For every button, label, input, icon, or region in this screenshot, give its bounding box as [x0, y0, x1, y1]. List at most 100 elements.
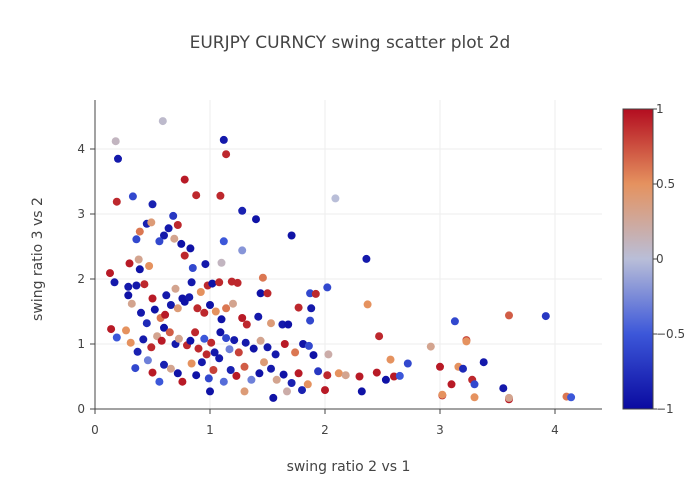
scatter-point [247, 375, 256, 384]
scatter-point [192, 191, 201, 200]
scatter-point [287, 231, 296, 240]
scatter-point [106, 269, 114, 278]
scatter-point [169, 211, 178, 220]
scatter-point [271, 350, 280, 359]
y-tick-label: 0 [77, 402, 85, 416]
scatter-point [187, 359, 196, 368]
scatter-point [188, 264, 197, 272]
scatter-point [197, 358, 206, 367]
scatter-point [186, 336, 195, 345]
y-tick-label: 4 [77, 142, 85, 156]
scatter-point [238, 206, 247, 215]
scatter-point [263, 289, 272, 298]
colorbar: 1 0.5 0 −0.5 −1 [622, 102, 685, 416]
scatter-point [479, 358, 488, 367]
scatter-point [304, 341, 313, 350]
scatter-point [107, 325, 116, 334]
scatter-point [279, 370, 288, 379]
scatter-point [334, 369, 343, 378]
scatter-point [260, 358, 268, 367]
scatter-point [132, 235, 141, 244]
scatter-point [249, 344, 258, 353]
scatter-point [208, 279, 217, 288]
scatter-point [160, 360, 168, 369]
scatter-point [278, 320, 287, 329]
scatter-point [147, 218, 156, 227]
scatter-point [200, 334, 209, 343]
colorbar-tick-label: 1 [656, 102, 664, 116]
scatter-point [180, 251, 189, 260]
scatter-point [157, 336, 166, 345]
scatter-point [206, 387, 214, 396]
scatter-point [127, 299, 136, 308]
scatter-point [436, 362, 444, 371]
scatter-point [291, 348, 300, 357]
scatter-point [215, 354, 224, 363]
scatter-point [209, 366, 218, 374]
scatter-point [280, 340, 289, 348]
scatter-point [217, 315, 226, 324]
scatter-point [170, 234, 179, 243]
scatter-point [139, 335, 148, 344]
scatter-point [254, 312, 263, 321]
scatter-point [234, 348, 243, 357]
scatter-point [211, 307, 220, 316]
x-tick-label: 4 [551, 423, 559, 437]
scatter-point [321, 386, 329, 395]
scatter-point [150, 305, 159, 314]
scatter-point [160, 231, 168, 240]
scatter-point [193, 304, 202, 313]
scatter-point [303, 380, 312, 389]
scatter-point [355, 372, 364, 381]
scatter-point [225, 345, 234, 354]
scatter-point [128, 192, 137, 201]
scatter-point [196, 288, 205, 296]
scatter-point [505, 393, 513, 402]
scatter-point [314, 367, 323, 376]
scatter-point [178, 377, 187, 386]
scatter-point [226, 366, 235, 374]
scatter-point [173, 369, 182, 378]
scatter-point [110, 278, 119, 287]
scatter-point [158, 117, 167, 126]
scatter-point [240, 362, 249, 371]
scatter-point [148, 294, 157, 303]
scatter-point [140, 280, 149, 289]
scatter-point [180, 175, 189, 184]
colorbar-tick-label: −0.5 [656, 327, 685, 341]
scatter-point [135, 265, 144, 274]
scatter-point [143, 356, 152, 365]
scatter-point [124, 282, 133, 291]
scatter-point [255, 369, 264, 378]
scatter-point [166, 301, 175, 309]
scatter-point [215, 278, 224, 287]
scatter-point [362, 254, 371, 263]
scatter-point [131, 364, 140, 373]
colorbar-tick-label: 0 [656, 252, 664, 266]
scatter-point [267, 364, 275, 373]
axes: 0 1 2 3 4 0 1 2 3 4 [77, 100, 602, 437]
scatter-point [112, 333, 121, 342]
scatter-point [242, 320, 251, 329]
scatter-point [162, 291, 171, 300]
scatter-point [323, 371, 332, 380]
colorbar-tick-label: −1 [656, 402, 674, 416]
scatter-point [191, 328, 200, 337]
x-tick-label: 1 [206, 423, 214, 437]
scatter-point [185, 293, 194, 302]
scatter-point [390, 372, 398, 381]
scatter-point [395, 371, 404, 380]
scatter-point [263, 343, 272, 352]
scatter-point [372, 368, 381, 377]
scatter-point [294, 369, 303, 378]
scatter-point [125, 259, 134, 268]
scatter-point [165, 328, 174, 337]
scatter-point [341, 371, 350, 380]
scatter-point [238, 314, 247, 322]
scatter-point [505, 311, 513, 320]
scatter-point [147, 343, 156, 352]
scatter-point [258, 273, 267, 282]
scatter-point [470, 393, 479, 402]
scatter-point [272, 375, 281, 384]
